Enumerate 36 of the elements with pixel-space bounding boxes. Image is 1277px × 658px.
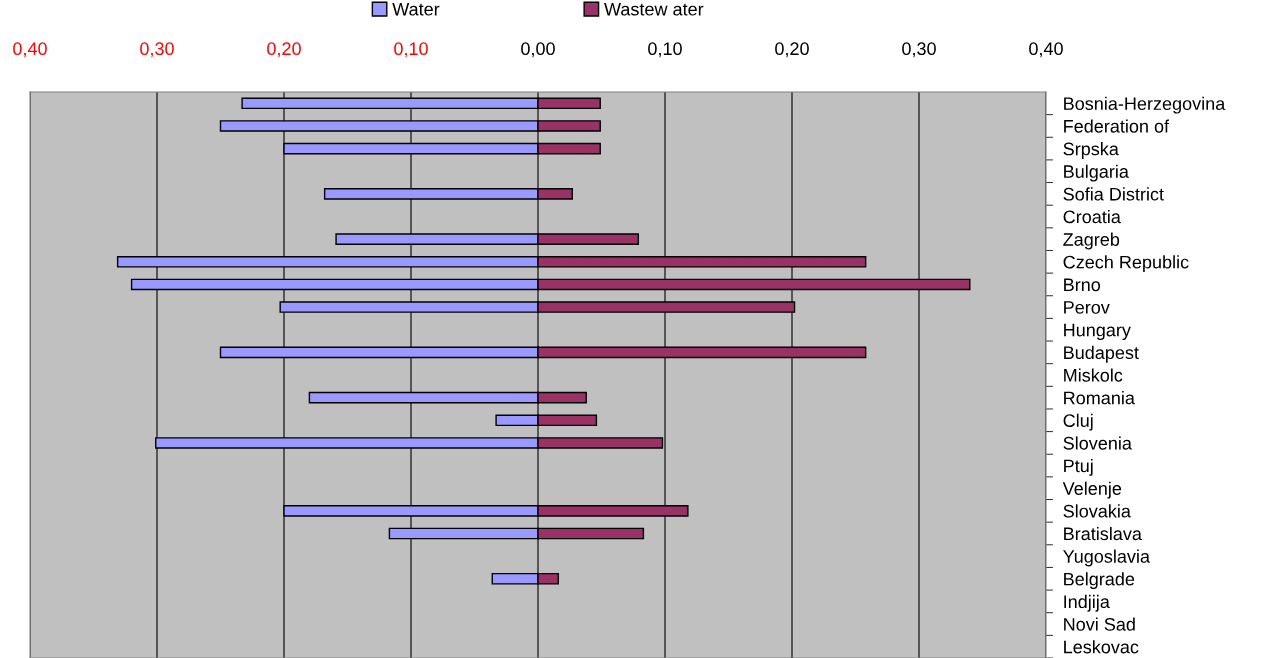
y-tick-label: Indjija: [1064, 594, 1110, 612]
y-tick-label: Leskovac: [1064, 640, 1139, 654]
y-tick-label: Miskolc: [1064, 368, 1123, 382]
y-tick-label: Slovakia: [1063, 504, 1131, 518]
x-tick-label: 0,40: [13, 42, 47, 58]
legend-label: Wastew ater: [604, 2, 704, 16]
y-tick-label: Yugoslavia: [1063, 549, 1150, 567]
x-tick-label: 0,10: [394, 42, 428, 58]
y-tick-label: Belgrade: [1064, 572, 1135, 590]
y-tick-label: Bosnia-Herzegovina: [1064, 96, 1226, 114]
y-tick-label: Novi Sad: [1064, 617, 1135, 631]
y-tick-label: Brno: [1064, 278, 1101, 292]
y-tick-label: Perov: [1064, 301, 1110, 314]
y-tick-label: Hungary: [1064, 323, 1131, 341]
y-tick-label: Sofia District: [1063, 187, 1164, 201]
x-tick-label: 0,00: [521, 42, 555, 58]
x-tick-label: 0,20: [775, 42, 809, 58]
y-tick-label: Croatia: [1063, 209, 1121, 224]
y-tick-label: Bratislava: [1064, 526, 1142, 541]
y-tick-label: Bulgaria: [1064, 164, 1129, 182]
y-tick-label: Federation of: [1064, 119, 1170, 133]
y-tick-label: Ptuj: [1064, 459, 1093, 476]
x-tick-label: 0,30: [140, 42, 174, 58]
y-tick-label: Slovenia: [1063, 436, 1132, 450]
x-tick-label: 0,10: [648, 42, 682, 58]
x-tick-label: 0,20: [267, 42, 301, 58]
y-tick-label: Cluj: [1063, 413, 1093, 431]
x-tick-label: 0,40: [1029, 42, 1063, 58]
legend-label: Water: [392, 2, 440, 16]
y-tick-label: Romania: [1064, 391, 1135, 405]
y-tick-label: Czech Republic: [1063, 255, 1189, 273]
y-tick-label: Zagreb: [1063, 232, 1120, 250]
y-tick-label: Srpska: [1063, 142, 1119, 159]
x-tick-label: 0,30: [902, 42, 936, 58]
y-tick-label: Budapest: [1064, 345, 1139, 363]
y-tick-label: Velenje: [1062, 481, 1122, 499]
